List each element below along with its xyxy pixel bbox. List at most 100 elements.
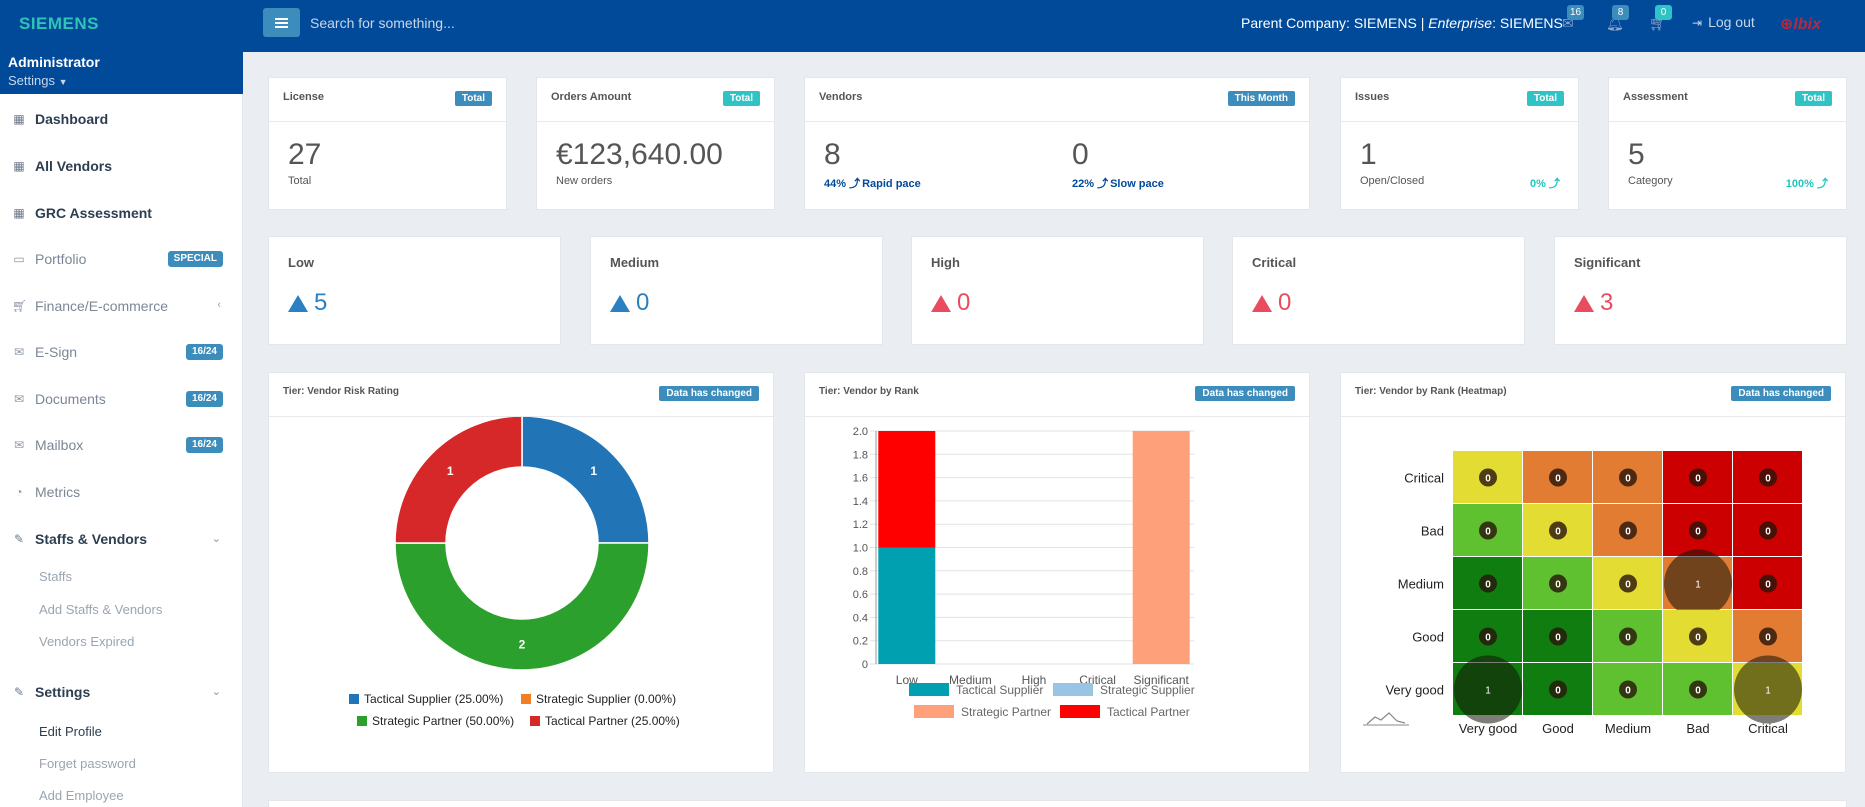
x-tick-label: Medium [949, 673, 992, 687]
cell-value: 0 [1555, 474, 1561, 485]
legend-swatch [909, 683, 949, 696]
legend-swatch [349, 694, 359, 704]
risk-count: 5 [314, 289, 328, 316]
legend-label: Tactical Partner (25.00%) [545, 714, 680, 728]
sidebar-item-grc-assessment[interactable]: ▦ GRC Assessment [0, 195, 243, 231]
sidebar-subitem-edit-profile[interactable]: Edit Profile [39, 724, 102, 739]
cell-value: 0 [1765, 633, 1771, 644]
cell-dot [1759, 627, 1777, 646]
x-tick-label: Significant [1134, 673, 1190, 687]
envelope-icon[interactable]: ✉ [1562, 15, 1574, 31]
grid-icon: ▦ [13, 206, 25, 220]
sidebar-toggle-button[interactable] [263, 8, 300, 37]
sidebar-item-all-vendors[interactable]: ▦ All Vendors [0, 148, 243, 184]
risk-level-card-critical: Critical 0 [1232, 236, 1525, 345]
hamburger-icon [275, 17, 288, 28]
sidebar-item-esign[interactable]: ✉ E-Sign 16/24 [0, 334, 243, 370]
card-title: Orders Amount [551, 91, 632, 103]
sidebar-item-label: All Vendors [35, 158, 113, 174]
risk-count: 3 [1600, 289, 1614, 316]
license-card: License Total 27 Total [268, 77, 507, 210]
company-logo: ⊕lbix [1780, 16, 1821, 33]
triangle-up-icon [1252, 294, 1272, 312]
sidebar-subitem-staffs[interactable]: Staffs [39, 569, 73, 584]
cell-value: 0 [1695, 474, 1701, 485]
cart-count-badge: 0 [1655, 5, 1672, 20]
sidebar-subitem-add-staffs-vendors[interactable]: Add Staffs & Vendors [39, 602, 163, 617]
data-changed-label: Data has changed [1731, 386, 1831, 401]
parent-company-info: Parent Company: SIEMENS | Enterprise: SI… [1241, 15, 1563, 31]
cell-value: 0 [1695, 686, 1701, 697]
cell-dot [1759, 574, 1777, 593]
vendors-value-b: 0 [1072, 138, 1089, 171]
search-input[interactable] [310, 10, 730, 36]
cell-value: 0 [1765, 474, 1771, 485]
bubble-marker [1664, 549, 1732, 618]
sidebar-subitem-forget-password[interactable]: Forget password [39, 756, 136, 771]
brand-logo[interactable]: SIEMENS [19, 14, 100, 33]
data-changed-label: Data has changed [659, 386, 759, 401]
brand-area: SIEMENS [0, 0, 243, 52]
sidebar-item-dashboard[interactable]: ▦ Dashboard [0, 101, 243, 137]
card-title: Vendors [819, 91, 863, 103]
legend-swatch [530, 716, 540, 726]
y-tick-label: 0.2 [853, 636, 868, 648]
legend-label: Tactical Supplier [956, 683, 1043, 697]
orders-sub: New orders [556, 175, 613, 187]
issues-card: Issues Total 1 Open/Closed 0% ⤴ [1340, 77, 1579, 210]
triangle-up-icon [610, 294, 630, 312]
sidebar-item-portfolio[interactable]: ▭ Portfolio SPECIAL [0, 241, 243, 277]
user-settings-dropdown[interactable]: Settings ▼ [8, 73, 68, 88]
bar-segment[interactable] [1132, 431, 1190, 664]
legend-swatch [521, 694, 531, 704]
sidebar-item-label: Documents [35, 391, 106, 407]
legend-swatch [357, 716, 367, 726]
sidebar-item-label: Finance/E-commerce [35, 298, 169, 314]
notification-count-badge: 8 [1612, 5, 1629, 20]
issues-pct: 0% ⤴ [1530, 178, 1560, 190]
y-tick-label: 0.4 [853, 612, 868, 624]
cell-value: 0 [1625, 474, 1631, 485]
sidebar-item-label: Dashboard [35, 111, 109, 127]
donut-slice[interactable] [394, 417, 523, 544]
parent-company-label: Parent Company: SIEMENS | [1241, 15, 1425, 31]
assessment-value: 5 [1628, 138, 1645, 171]
risk-level-value: 0 [931, 289, 970, 317]
grid-icon: ▦ [13, 159, 25, 173]
edit-icon: ✎ [13, 685, 25, 699]
chart-title: Tier: Vendor Risk Rating [283, 386, 399, 397]
bar-segment[interactable] [878, 547, 936, 665]
sidebar-item-finance[interactable]: 🛒︎ Finance/E-commerce ‹ [0, 288, 243, 324]
top-navbar: SIEMENS Parent Company: SIEMENS | Enterp… [0, 0, 1865, 52]
special-badge: SPECIAL [167, 251, 223, 267]
legend-label: Strategic Supplier (0.00%) [536, 692, 676, 706]
cell-value: 0 [1625, 580, 1631, 591]
cell-dot [1549, 680, 1567, 699]
donut-slice[interactable] [521, 417, 650, 544]
donut-slice[interactable] [394, 542, 650, 671]
count-badge: 16/24 [185, 391, 223, 407]
chart-title: Tier: Vendor by Rank [819, 386, 919, 397]
bar-segment[interactable] [878, 431, 936, 548]
sidebar-item-settings[interactable]: ✎ Settings ⌄ [0, 674, 243, 710]
cell-dot [1689, 521, 1707, 540]
envelope-icon: ✉ [13, 392, 25, 406]
sidebar-subitem-vendors-expired[interactable]: Vendors Expired [39, 634, 135, 649]
sidebar-item-staffs-vendors[interactable]: ✎ Staffs & Vendors ⌄ [0, 521, 243, 557]
sidebar-item-metrics[interactable]: ◔ Metrics [0, 474, 243, 510]
legend-label: Strategic Partner [961, 705, 1051, 719]
sidebar-item-documents[interactable]: ✉ Documents 16/24 [0, 381, 243, 417]
y-tick-label: 1.4 [853, 496, 868, 508]
donut-chart: 1 2 1 Tactical Supplier (25.00%) Strategic S… [349, 417, 680, 728]
mail-count-badge: 16 [1567, 5, 1585, 20]
cell-dot [1549, 627, 1567, 646]
cell-dot [1689, 627, 1707, 646]
cell-dot [1619, 468, 1637, 487]
sidebar-subitem-add-employee[interactable]: Add Employee [39, 788, 124, 803]
sidebar-item-label: Settings [35, 684, 91, 700]
bubble-marker [1454, 655, 1522, 724]
chevron-down-icon: ⌄ [211, 533, 221, 545]
sidebar-item-mailbox[interactable]: ✉ Mailbox 16/24 [0, 427, 243, 463]
logout-link[interactable]: ⇥ Log out [1692, 14, 1755, 30]
y-tick-label: 1.8 [853, 449, 868, 461]
